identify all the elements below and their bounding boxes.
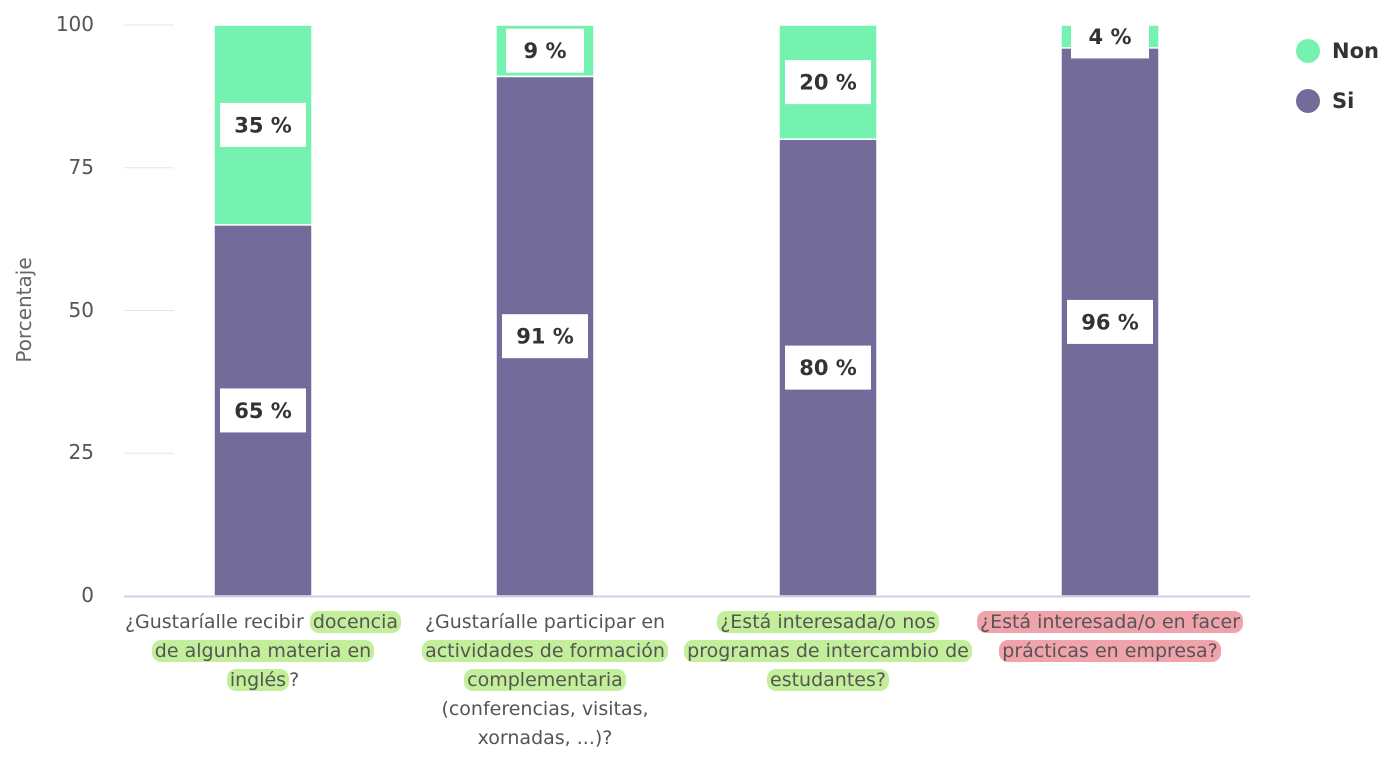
y-tick-label: 75: [68, 154, 94, 179]
x-label-highlight: docencia de algunha materia en inglés: [151, 611, 402, 691]
data-label: 91 %: [516, 325, 574, 349]
y-tick-label: 0: [81, 583, 94, 607]
data-label-box: [785, 345, 871, 390]
data-label-box: [220, 388, 306, 433]
data-label-box: [1071, 14, 1149, 59]
data-label: 65 %: [234, 399, 292, 423]
y-tick-label: 100: [55, 12, 94, 36]
data-label-box: [220, 102, 306, 147]
data-label: 35 %: [234, 113, 292, 137]
data-label: 80 %: [799, 356, 857, 380]
x-tick-label: ¿Gustaríalle recibir docencia de algunha…: [118, 608, 408, 695]
data-label: 20 %: [799, 71, 857, 95]
legend-si-swatch: [1296, 89, 1320, 113]
data-label-box: [1067, 299, 1153, 344]
legend-item-si[interactable]: Si: [1296, 88, 1379, 114]
data-label: 4 %: [1089, 25, 1132, 49]
legend-item-non[interactable]: Non: [1296, 38, 1379, 64]
x-tick-label: ¿Está interesada/o en facer prácticas en…: [965, 608, 1255, 666]
legend-si-label: Si: [1332, 89, 1355, 113]
y-axis-title: Porcentaje: [12, 257, 36, 363]
legend-non-label: Non: [1332, 39, 1379, 63]
legend-non-swatch: [1296, 39, 1320, 63]
data-label-box: [506, 28, 584, 73]
y-tick-label: 25: [68, 440, 94, 465]
x-label-highlight: ¿Está interesada/o nos programas de inte…: [684, 611, 972, 691]
x-label-highlight: ¿Está interesada/o en facer prácticas en…: [976, 611, 1244, 662]
data-label-box: [502, 314, 588, 359]
data-label: 96 %: [1081, 310, 1139, 334]
x-tick-label: ¿Gustaríalle participar en actividades d…: [400, 608, 690, 753]
data-label: 9 %: [524, 39, 567, 63]
x-tick-label: ¿Está interesada/o nos programas de inte…: [683, 608, 973, 695]
x-label-highlight: actividades de formación complementaria: [422, 640, 668, 691]
y-tick-label: 50: [68, 297, 94, 322]
data-label-box: [785, 60, 871, 105]
legend: Non Si: [1296, 38, 1379, 138]
